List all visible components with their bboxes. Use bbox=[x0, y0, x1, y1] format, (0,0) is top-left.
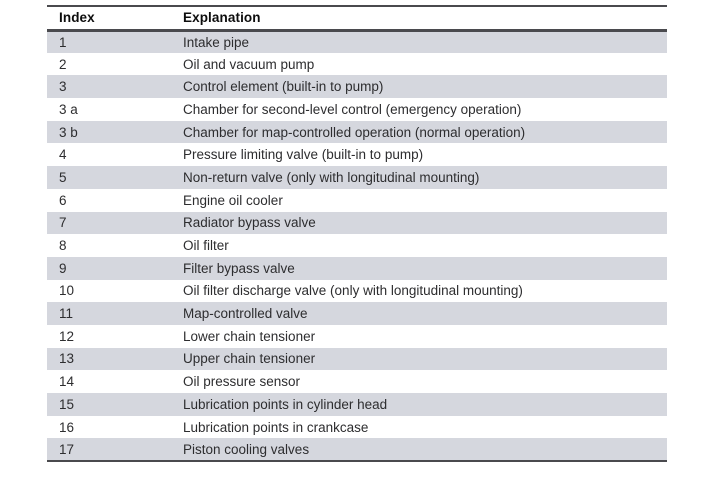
explanation-cell: Pressure limiting valve (built-in to pum… bbox=[183, 147, 424, 163]
index-cell: 1 bbox=[59, 34, 67, 50]
explanation-cell: Oil filter discharge valve (only with lo… bbox=[183, 283, 523, 299]
index-cell: 7 bbox=[59, 215, 67, 231]
index-cell: 13 bbox=[59, 351, 75, 367]
index-explanation-table-container: Index Explanation 1 Intake pipe 2 Oil an… bbox=[47, 5, 667, 462]
index-cell: 3 b bbox=[59, 124, 78, 140]
table-row: 3 Control element (built-in to pump) bbox=[47, 75, 667, 99]
table-row: 11 Map-controlled valve bbox=[47, 302, 667, 325]
index-cell: 3 a bbox=[59, 101, 78, 117]
table-row: 9 Filter bypass valve bbox=[47, 256, 667, 280]
explanation-cell: Oil pressure sensor bbox=[183, 374, 301, 390]
explanation-cell: Control element (built-in to pump) bbox=[183, 79, 384, 95]
index-cell: 6 bbox=[59, 192, 67, 208]
explanation-cell: Engine oil cooler bbox=[183, 192, 283, 208]
table-row: 15 Lubrication points in cylinder head bbox=[47, 393, 667, 416]
explanation-cell: Oil and vacuum pump bbox=[183, 56, 315, 72]
index-cell: 15 bbox=[59, 396, 75, 412]
table-row: 13 Upper chain tensioner bbox=[47, 347, 667, 371]
index-cell: 12 bbox=[59, 328, 75, 344]
explanation-cell: Lubrication points in crankcase bbox=[183, 419, 369, 435]
table-row: 3 b Chamber for map-controlled operation… bbox=[47, 120, 667, 144]
index-cell: 2 bbox=[59, 56, 67, 72]
index-cell: 11 bbox=[59, 306, 74, 322]
table-row: 2 Oil and vacuum pump bbox=[47, 53, 667, 76]
explanation-cell: Chamber for second-level control (emerge… bbox=[183, 101, 522, 117]
table-body: 1 Intake pipe 2 Oil and vacuum pump 3 Co… bbox=[47, 30, 667, 462]
explanation-cell: Radiator bypass valve bbox=[183, 215, 316, 231]
explanation-cell: Non-return valve (only with longitudinal… bbox=[183, 169, 480, 185]
explanation-cell: Piston cooling valves bbox=[183, 441, 310, 457]
explanation-cell: Lower chain tensioner bbox=[183, 328, 316, 344]
table-header: Index Explanation bbox=[47, 6, 667, 30]
explanation-cell: Upper chain tensioner bbox=[183, 351, 316, 367]
index-cell: 4 bbox=[59, 147, 67, 163]
table-row: 14 Oil pressure sensor bbox=[47, 370, 667, 393]
explanation-cell: Oil filter bbox=[183, 238, 229, 254]
column-header-explanation: Explanation bbox=[183, 10, 261, 26]
column-header-index: Index bbox=[59, 10, 95, 26]
explanation-cell: Map-controlled valve bbox=[183, 306, 308, 322]
table-row: 5 Non-return valve (only with longitudin… bbox=[47, 166, 667, 189]
table-row: 3 a Chamber for second-level control (em… bbox=[47, 98, 667, 121]
table-row: 10 Oil filter discharge valve (only with… bbox=[47, 280, 667, 303]
explanation-cell: Intake pipe bbox=[183, 34, 250, 50]
table-row: 6 Engine oil cooler bbox=[47, 189, 667, 212]
index-cell: 14 bbox=[59, 374, 75, 390]
table-header-row: Index Explanation bbox=[47, 6, 667, 30]
index-explanation-table: Index Explanation 1 Intake pipe 2 Oil an… bbox=[47, 5, 667, 462]
table-row: 16 Lubrication points in crankcase bbox=[47, 416, 667, 439]
index-cell: 17 bbox=[59, 441, 75, 457]
index-cell: 8 bbox=[59, 238, 67, 254]
index-cell: 9 bbox=[59, 260, 67, 276]
table-row: 17 Piston cooling valves bbox=[47, 438, 667, 462]
table-row: 1 Intake pipe bbox=[47, 30, 667, 53]
table-row: 8 Oil filter bbox=[47, 234, 667, 257]
table-row: 7 Radiator bypass valve bbox=[47, 211, 667, 235]
explanation-cell: Chamber for map-controlled operation (no… bbox=[183, 124, 526, 140]
index-cell: 5 bbox=[59, 169, 67, 185]
index-cell: 3 bbox=[59, 79, 67, 95]
explanation-cell: Lubrication points in cylinder head bbox=[183, 396, 388, 412]
table-row: 4 Pressure limiting valve (built-in to p… bbox=[47, 143, 667, 166]
index-cell: 16 bbox=[59, 419, 75, 435]
index-cell: 10 bbox=[59, 283, 75, 299]
table-row: 12 Lower chain tensioner bbox=[47, 325, 667, 348]
explanation-cell: Filter bypass valve bbox=[183, 260, 295, 276]
